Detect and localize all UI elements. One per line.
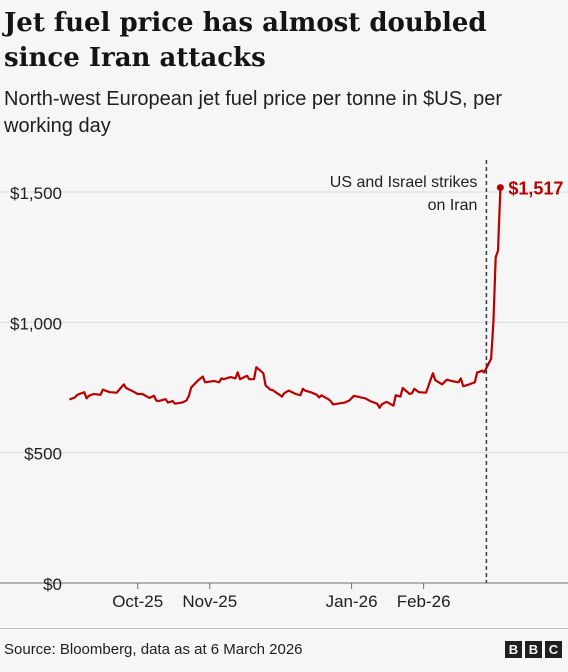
bbc-logo-letter: B	[525, 641, 542, 658]
y-tick-label: $500	[24, 445, 62, 464]
price-series-line	[70, 188, 500, 408]
x-tick-label: Oct-25	[112, 592, 163, 611]
y-tick-label: $0	[43, 575, 62, 594]
y-tick-label: $1,000	[10, 314, 62, 333]
strike-annotation: US and Israel strikes on Iran	[330, 160, 487, 583]
x-tick-label: Nov-25	[182, 592, 237, 611]
x-axis: Oct-25 Nov-25 Jan-26 Feb-26	[112, 583, 450, 611]
latest-point-marker	[497, 184, 504, 191]
bbc-logo-letter: B	[505, 641, 522, 658]
annotation-text: on Iran	[428, 197, 478, 214]
footer-divider	[0, 628, 568, 629]
chart-area: $0 $500 $1,000 $1,500 Oct-25 Nov-25 Jan-26 Feb…	[0, 0, 568, 625]
bbc-logo-letter: C	[545, 641, 562, 658]
x-tick-label: Feb-26	[397, 592, 451, 611]
latest-value-label: $1,517	[508, 179, 563, 199]
source-note: Source: Bloomberg, data as at 6 March 20…	[4, 641, 303, 658]
y-tick-label: $1,500	[10, 184, 62, 203]
x-tick-label: Jan-26	[326, 592, 378, 611]
bbc-logo: B B C	[505, 641, 562, 658]
series: $1,517	[70, 179, 563, 408]
annotation-text: US and Israel strikes	[330, 174, 478, 191]
gridlines: $0 $500 $1,000 $1,500	[0, 184, 568, 594]
